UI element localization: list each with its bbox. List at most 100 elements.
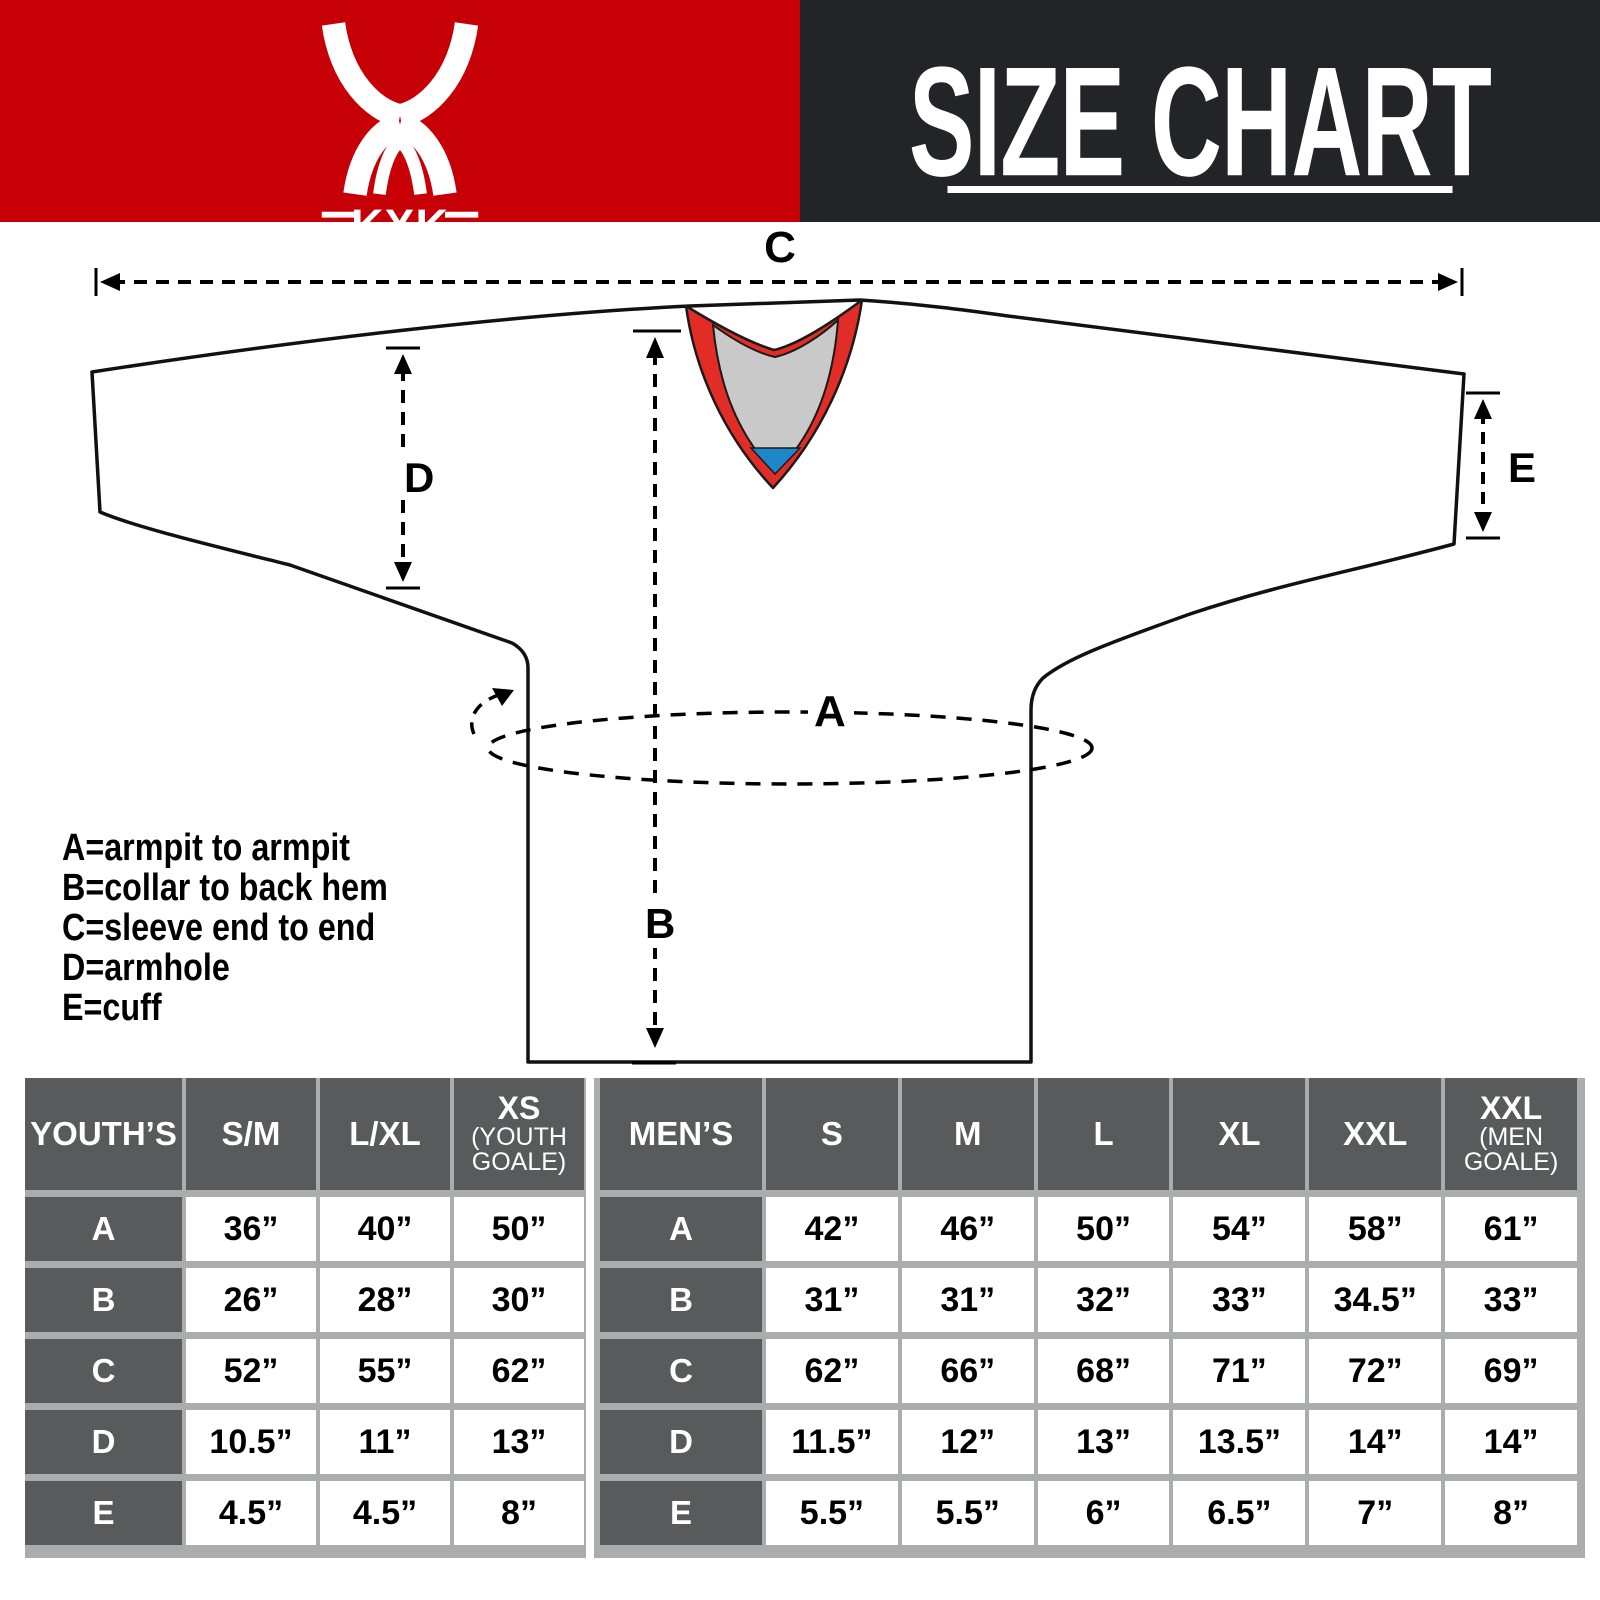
kxk-emblem-x	[321, 21, 479, 197]
youth-value: 13”	[454, 1410, 584, 1474]
youth-value: 40”	[320, 1197, 450, 1261]
mens-col-xxl: XXL	[1309, 1078, 1442, 1190]
title-underline	[947, 186, 1453, 193]
size-table: YOUTH’S S/M L/XL XS (YOUTH GOALE) MEN’S …	[25, 1078, 1585, 1558]
collar-inner-panel	[711, 317, 840, 475]
youth-table-title: YOUTH’S	[25, 1078, 182, 1190]
mens-value: 13.5”	[1173, 1410, 1306, 1474]
youth-goalie-size: XS	[497, 1090, 541, 1127]
title-panel: SIZE CHART	[800, 0, 1600, 222]
d-label-bg	[398, 454, 438, 500]
youth-value: 52”	[186, 1339, 316, 1403]
mens-goalie-size: XXL	[1479, 1090, 1543, 1127]
mens-value: 12”	[901, 1410, 1034, 1474]
youth-row-label: E	[25, 1481, 182, 1545]
kxk-logo-text: KXK	[351, 200, 449, 245]
e-arrowhead-up	[1474, 399, 1492, 419]
a-curl	[470, 692, 503, 735]
mens-value: 54”	[1173, 1197, 1306, 1261]
mens-col-goalie: XXL (MEN GOALE)	[1445, 1078, 1577, 1190]
mens-value: 71”	[1173, 1339, 1306, 1403]
mens-value: 34.5”	[1309, 1268, 1442, 1332]
mens-row-label: A	[600, 1197, 762, 1261]
kxk-emblem-arch	[373, 135, 427, 196]
youth-value: 36”	[186, 1197, 316, 1261]
b-arrowhead-up	[646, 337, 664, 358]
mens-row-label: B	[600, 1268, 762, 1332]
b-arrowhead-down	[646, 1028, 664, 1048]
e-arrowhead-down	[1474, 512, 1492, 532]
youth-value: 50”	[454, 1197, 584, 1261]
youth-row-label: A	[25, 1197, 182, 1261]
measure-arrow-c: C	[94, 223, 1464, 296]
youth-value: 10.5”	[186, 1410, 316, 1474]
b-label-bg	[640, 900, 680, 948]
mens-value: 13”	[1037, 1410, 1170, 1474]
mens-goalie-sub1: (MEN	[1479, 1122, 1544, 1151]
youth-col-sm: S/M	[186, 1078, 316, 1190]
page-title: SIZE CHART	[908, 34, 1492, 210]
mens-value: 5.5”	[901, 1481, 1034, 1545]
mens-row-label: E	[600, 1481, 762, 1545]
measurement-legend: A=armpit to armpit B=collar to back hem …	[62, 828, 388, 1028]
mens-value: 14”	[1309, 1410, 1442, 1474]
mens-value: 31”	[901, 1268, 1034, 1332]
youth-goalie-sub1: (YOUTH	[471, 1122, 567, 1151]
legend-line-a: A=armpit to armpit	[62, 827, 351, 869]
youth-row-label: D	[25, 1410, 182, 1474]
mens-value: 50”	[1037, 1197, 1170, 1261]
mens-value: 46”	[901, 1197, 1034, 1261]
collar-blue-insert	[749, 447, 802, 476]
mens-row-label: D	[600, 1410, 762, 1474]
measure-arrow-d: D	[386, 346, 438, 590]
youth-row-label: C	[25, 1339, 182, 1403]
mens-value: 7”	[1309, 1481, 1442, 1545]
mens-goalie-sub2: GOALE)	[1463, 1148, 1559, 1177]
legend-line-c: C=sleeve end to end	[62, 907, 376, 949]
brand-panel: KXK	[0, 0, 800, 245]
label-c: C	[764, 223, 796, 272]
youth-row-label: B	[25, 1268, 182, 1332]
measure-ellipse-a: A	[470, 687, 1094, 786]
youth-value: 8”	[454, 1481, 584, 1545]
mens-value: 5.5”	[766, 1481, 898, 1545]
top-banner: KXK SIZE CHART	[0, 0, 1600, 245]
mens-value: 6.5”	[1173, 1481, 1306, 1545]
youth-value: 30”	[454, 1268, 584, 1332]
d-arrowhead-up	[394, 354, 412, 374]
youth-value: 28”	[320, 1268, 450, 1332]
mens-value: 31”	[766, 1268, 898, 1332]
label-e: E	[1508, 444, 1536, 491]
mens-value: 62”	[766, 1339, 898, 1403]
kxk-logo: KXK	[321, 21, 479, 245]
mens-value: 72”	[1309, 1339, 1442, 1403]
legend-line-d: D=armhole	[62, 947, 230, 989]
jersey-measurement-diagram: C D B E A	[90, 223, 1536, 1065]
a-dashed-ellipse	[486, 710, 1094, 786]
label-b: B	[645, 900, 675, 947]
mens-value: 14”	[1445, 1410, 1577, 1474]
label-d: D	[404, 454, 434, 501]
measure-arrow-e: E	[1466, 391, 1536, 540]
mens-value: 68”	[1037, 1339, 1170, 1403]
mens-table-title: MEN’S	[600, 1078, 762, 1190]
mens-value: 61”	[1445, 1197, 1577, 1261]
youth-value: 55”	[320, 1339, 450, 1403]
mens-value: 69”	[1445, 1339, 1577, 1403]
collar	[684, 298, 864, 490]
mens-col-s: S	[766, 1078, 898, 1190]
youth-value: 26”	[186, 1268, 316, 1332]
a-label-bg	[808, 690, 854, 734]
youth-goalie-sub2: GOALE)	[471, 1148, 567, 1177]
c-arrowhead-right	[1438, 273, 1458, 291]
youth-value: 11”	[320, 1410, 450, 1474]
youth-value: 4.5”	[320, 1481, 450, 1545]
mens-col-l: L	[1037, 1078, 1170, 1190]
youth-col-goalie: XS (YOUTH GOALE)	[454, 1078, 584, 1190]
mens-value: 42”	[766, 1197, 898, 1261]
legend-line-e: E=cuff	[62, 987, 162, 1029]
mens-col-xl: XL	[1173, 1078, 1306, 1190]
table-section-divider	[586, 1078, 594, 1558]
kxk-logo-bars	[321, 211, 479, 242]
mens-row-label: C	[600, 1339, 762, 1403]
